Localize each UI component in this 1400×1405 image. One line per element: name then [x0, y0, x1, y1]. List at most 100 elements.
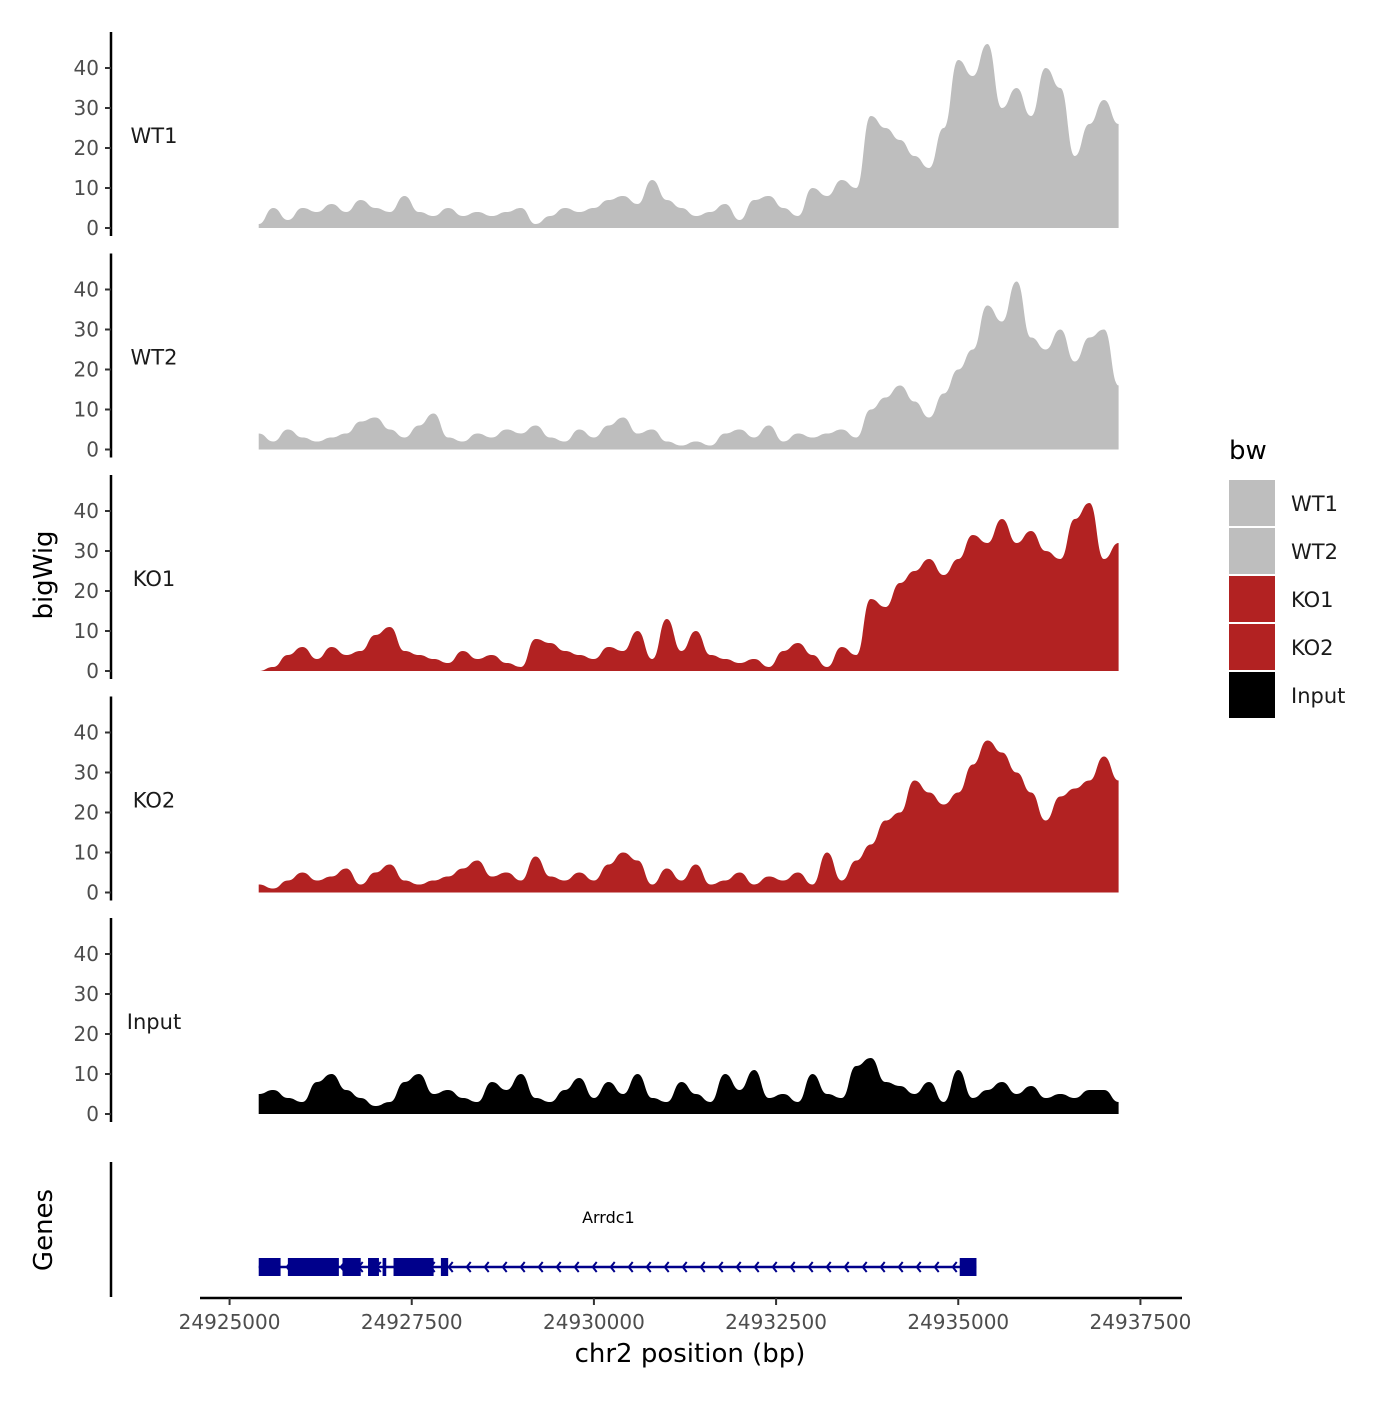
- strand-chevron: [483, 1261, 490, 1273]
- x-tick-label-1: 24927500: [361, 1310, 463, 1334]
- legend-title: bw: [1229, 436, 1267, 466]
- x-tick-label-5: 24937500: [1090, 1310, 1192, 1334]
- exon-3: [342, 1258, 361, 1276]
- x-tick-label-0: 24925000: [179, 1310, 281, 1334]
- y-tick-label-ko2-40: 40: [74, 721, 99, 745]
- strand-chevron: [717, 1261, 724, 1273]
- y-tick-label-input-10: 10: [74, 1062, 99, 1086]
- track-wt1: 0 10 20 30 40 WT1: [74, 32, 1119, 240]
- track-input: 0 10 20 30 40 Input: [74, 918, 1119, 1126]
- legend-key-wt2: [1229, 528, 1275, 574]
- y-tick-label-wt2-0: 0: [86, 438, 99, 462]
- strand-chevron: [933, 1261, 940, 1273]
- strand-chevron: [861, 1261, 868, 1273]
- x-axis: 24925000 24927500 24930000 24932500 24935000…: [179, 1296, 1192, 1334]
- y-tick-label-ko2-20: 20: [74, 801, 99, 825]
- y-tick-label-ko1-10: 10: [74, 619, 99, 643]
- y-tick-label-ko1-20: 20: [74, 579, 99, 603]
- tracks-group: 0 10 20 30 40 WT1 0 10 20 30 40 WT2 0 10 20 30 40 KO1 0 10 2…: [74, 32, 1119, 1126]
- y-tick-label-wt2-30: 30: [74, 318, 99, 342]
- strand-chevron: [663, 1261, 670, 1273]
- exon-1: [258, 1258, 281, 1276]
- area-wt1: [258, 44, 1119, 228]
- exon-8: [959, 1258, 977, 1276]
- legend-key-wt1: [1229, 480, 1275, 526]
- legend-label-ko2: KO2: [1291, 636, 1334, 660]
- strand-chevron: [591, 1261, 598, 1273]
- area-wt2: [258, 281, 1119, 450]
- strand-chevron: [807, 1261, 814, 1273]
- strand-chevron: [555, 1261, 562, 1273]
- y-tick-label-input-20: 20: [74, 1022, 99, 1046]
- strand-chevron: [843, 1261, 850, 1273]
- exon-2: [287, 1258, 339, 1276]
- x-axis-title: chr2 position (bp): [575, 1339, 806, 1369]
- x-tick-label-2: 24930000: [543, 1310, 645, 1334]
- y-tick-label-ko2-0: 0: [86, 881, 99, 905]
- genes-axis-title: Genes: [29, 1189, 59, 1271]
- track-ko2: 0 10 20 30 40 KO2: [74, 696, 1119, 905]
- y-tick-label-wt2-40: 40: [74, 278, 99, 302]
- track-wt2: 0 10 20 30 40 WT2: [74, 253, 1119, 462]
- strand-chevron: [573, 1261, 580, 1273]
- y-tick-label-wt1-30: 30: [74, 96, 99, 120]
- y-tick-label-input-30: 30: [74, 982, 99, 1006]
- exon-6: [393, 1258, 434, 1276]
- y-tick-label-wt1-0: 0: [86, 216, 99, 240]
- track-label-wt2: WT2: [131, 346, 178, 370]
- y-axis-title: bigWig: [29, 530, 59, 619]
- genes-panel: Genes Arrdc1: [29, 1162, 977, 1297]
- strand-chevron: [681, 1261, 688, 1273]
- strand-chevron: [501, 1261, 508, 1273]
- exon-7: [440, 1258, 449, 1276]
- y-tick-label-ko1-30: 30: [74, 539, 99, 563]
- strand-chevron: [735, 1261, 742, 1273]
- strand-chevron: [519, 1261, 526, 1273]
- strand-chevron: [771, 1261, 778, 1273]
- exon-4: [368, 1258, 379, 1276]
- y-tick-label-ko2-30: 30: [74, 761, 99, 785]
- y-tick-label-input-0: 0: [86, 1102, 99, 1126]
- y-tick-label-ko2-10: 10: [74, 841, 99, 865]
- x-tick-label-3: 24932500: [725, 1310, 827, 1334]
- y-tick-label-input-40: 40: [74, 942, 99, 966]
- x-tick-label-4: 24935000: [907, 1310, 1009, 1334]
- track-label-ko1: KO1: [133, 567, 176, 591]
- strand-chevron: [879, 1261, 886, 1273]
- track-label-input: Input: [127, 1010, 181, 1034]
- y-tick-label-wt1-40: 40: [74, 56, 99, 80]
- area-ko1: [258, 503, 1119, 671]
- strand-chevron: [447, 1261, 454, 1273]
- area-ko2: [258, 740, 1119, 893]
- y-tick-label-wt1-10: 10: [74, 176, 99, 200]
- strand-chevron: [753, 1261, 760, 1273]
- track-label-wt1: WT1: [131, 124, 178, 148]
- y-tick-label-wt1-20: 20: [74, 136, 99, 160]
- gene-name-arrdc1: Arrdc1: [582, 1208, 635, 1227]
- track-ko1: 0 10 20 30 40 KO1: [74, 475, 1119, 683]
- track-label-ko2: KO2: [133, 789, 176, 813]
- legend-key-input: [1229, 672, 1275, 718]
- strand-chevron: [951, 1261, 958, 1273]
- strand-chevron: [465, 1261, 472, 1273]
- legend-label-wt1: WT1: [1291, 492, 1338, 516]
- area-input: [258, 1058, 1119, 1114]
- y-tick-label-wt2-20: 20: [74, 358, 99, 382]
- exon-5: [382, 1258, 387, 1276]
- strand-chevron: [789, 1261, 796, 1273]
- strand-chevron: [699, 1261, 706, 1273]
- legend-label-wt2: WT2: [1291, 540, 1338, 564]
- strand-chevron: [537, 1261, 544, 1273]
- strand-chevron: [627, 1261, 634, 1273]
- legend-label-input: Input: [1291, 684, 1345, 708]
- gene-arrdc1: Arrdc1: [258, 1208, 977, 1276]
- y-tick-label-ko1-0: 0: [86, 659, 99, 683]
- legend-key-ko1: [1229, 576, 1275, 622]
- legend-label-ko1: KO1: [1291, 588, 1334, 612]
- strand-chevron: [897, 1261, 904, 1273]
- strand-chevron: [645, 1261, 652, 1273]
- strand-chevron: [915, 1261, 922, 1273]
- legend: bw WT1 WT2 KO1 KO2 Input: [1229, 436, 1345, 718]
